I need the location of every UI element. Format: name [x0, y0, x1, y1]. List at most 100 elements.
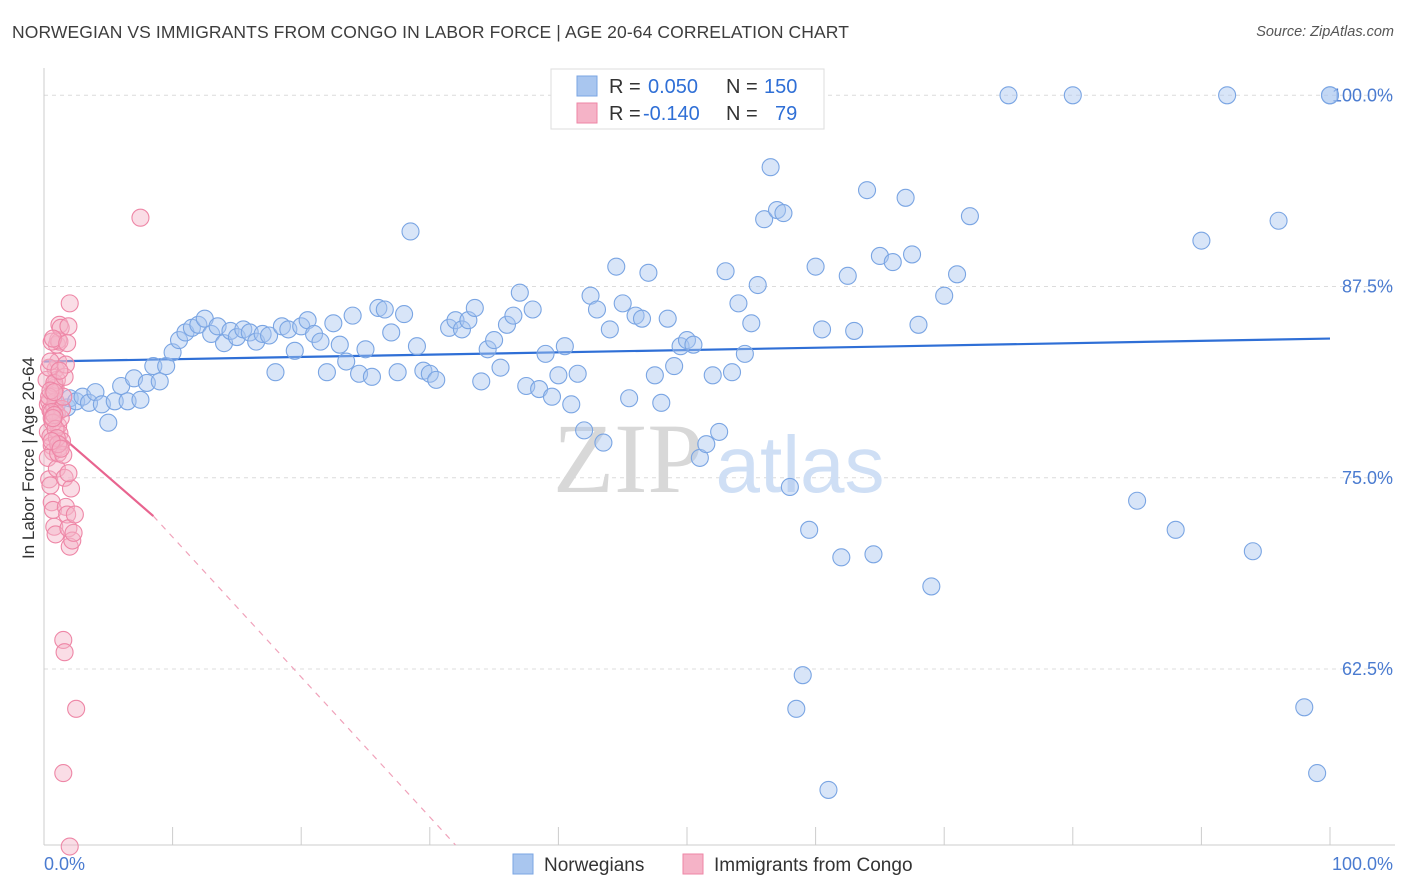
norwegians-point	[677, 331, 697, 350]
congo-point	[55, 643, 74, 662]
congo-point	[60, 837, 79, 856]
congo-point	[65, 505, 84, 524]
norwegians-point	[343, 306, 362, 325]
norwegians-point	[562, 395, 581, 414]
norwegians-points	[47, 86, 1340, 799]
norwegians-point	[324, 314, 343, 333]
norwegians-point	[1192, 231, 1211, 250]
norwegians-point	[857, 181, 877, 200]
legend-n-value-2: 79	[775, 103, 797, 125]
norwegians-point	[266, 363, 285, 382]
legend-r-value-1: 0.050	[648, 76, 698, 98]
norwegians-point	[285, 341, 304, 360]
norwegians-point	[305, 324, 324, 344]
watermark-zip: ZIP	[553, 403, 703, 514]
congo-point	[67, 699, 86, 718]
norwegians-point	[311, 332, 330, 351]
norwegians-point	[131, 390, 150, 409]
norwegians-point	[169, 331, 189, 350]
norwegians-point	[594, 433, 613, 452]
congo-point	[58, 334, 77, 353]
congo-point	[59, 464, 78, 483]
norwegians-point	[401, 222, 420, 241]
norwegians-point	[485, 331, 504, 350]
norwegians-point	[703, 366, 722, 385]
norwegians-point	[787, 699, 806, 718]
norwegians-point	[1218, 86, 1237, 105]
series-legend: Norwegians Immigrants from Congo	[512, 853, 913, 876]
norwegians-point	[755, 210, 774, 229]
norwegians-point	[748, 275, 767, 295]
congo-point	[47, 428, 66, 448]
norwegians-point	[742, 314, 761, 333]
norwegians-point	[800, 520, 819, 539]
norwegians-point	[902, 245, 922, 264]
legend-norwegians-label: Norwegians	[544, 855, 644, 876]
norwegians-point	[684, 335, 703, 354]
norwegians-point	[613, 294, 632, 313]
norwegians-point	[960, 207, 979, 226]
congo-point	[42, 332, 61, 351]
norwegians-point	[948, 265, 967, 284]
norwegians-point	[150, 372, 169, 391]
norwegians-point	[620, 389, 639, 408]
legend-swatch-pink	[576, 102, 598, 124]
norwegians-point	[607, 257, 626, 276]
congo-point	[60, 294, 79, 313]
congo-point	[63, 531, 82, 550]
norwegians-point	[832, 548, 851, 567]
norwegians-point	[780, 477, 799, 497]
norwegians-point	[697, 435, 716, 454]
y-tick-label: 87.5%	[1342, 277, 1393, 297]
norwegians-point	[478, 340, 497, 359]
norwegians-point	[1063, 86, 1082, 105]
norwegians-point	[144, 357, 163, 376]
norwegians-point	[536, 344, 555, 363]
congo-point	[45, 383, 64, 402]
legend-swatch-blue	[576, 75, 598, 97]
y-tick-label: 75.0%	[1342, 468, 1393, 488]
norwegians-point	[1295, 698, 1314, 717]
legend-r-label-1: R =	[609, 76, 641, 98]
legend-congo-swatch	[682, 853, 704, 875]
norwegians-point	[1243, 542, 1262, 561]
axes	[43, 68, 1395, 846]
congo-point	[43, 329, 63, 348]
watermark: ZIP atlas	[553, 403, 884, 514]
watermark-atlas: atlas	[716, 420, 885, 509]
norwegians-point	[1166, 520, 1185, 539]
congo-point	[131, 208, 150, 227]
norwegians-point	[407, 337, 426, 356]
norwegians-point	[838, 266, 857, 285]
norwegians-point	[575, 421, 594, 440]
norwegians-point	[658, 309, 677, 328]
norwegians-point	[639, 263, 658, 282]
legend-r-label-2: R =	[609, 103, 641, 125]
norwegians-point	[1128, 491, 1147, 510]
norwegians-point	[665, 357, 684, 376]
congo-points	[37, 208, 150, 856]
norwegians-point	[388, 363, 407, 382]
norwegians-point	[729, 294, 748, 313]
norwegians-point	[362, 367, 381, 386]
congo-point	[45, 406, 64, 425]
source-label: Source: ZipAtlas.com	[1256, 24, 1394, 40]
norwegians-point	[99, 413, 118, 432]
congo-trend-extension	[152, 515, 456, 846]
norwegians-point	[330, 335, 349, 354]
norwegians-point	[395, 305, 414, 324]
legend-r-value-2: -0.140	[643, 103, 700, 125]
legend-congo-label: Immigrants from Congo	[714, 855, 913, 876]
norwegians-point	[382, 323, 401, 342]
norwegians-point	[1308, 764, 1327, 783]
norwegians-point	[555, 337, 574, 356]
norwegians-point	[909, 315, 928, 334]
norwegians-point	[1269, 211, 1288, 230]
congo-point	[50, 361, 69, 380]
congo-point	[51, 439, 70, 458]
norwegians-point	[819, 780, 838, 799]
norwegians-point	[896, 188, 915, 207]
norwegians-point	[761, 158, 780, 177]
norwegians-point	[735, 344, 754, 363]
